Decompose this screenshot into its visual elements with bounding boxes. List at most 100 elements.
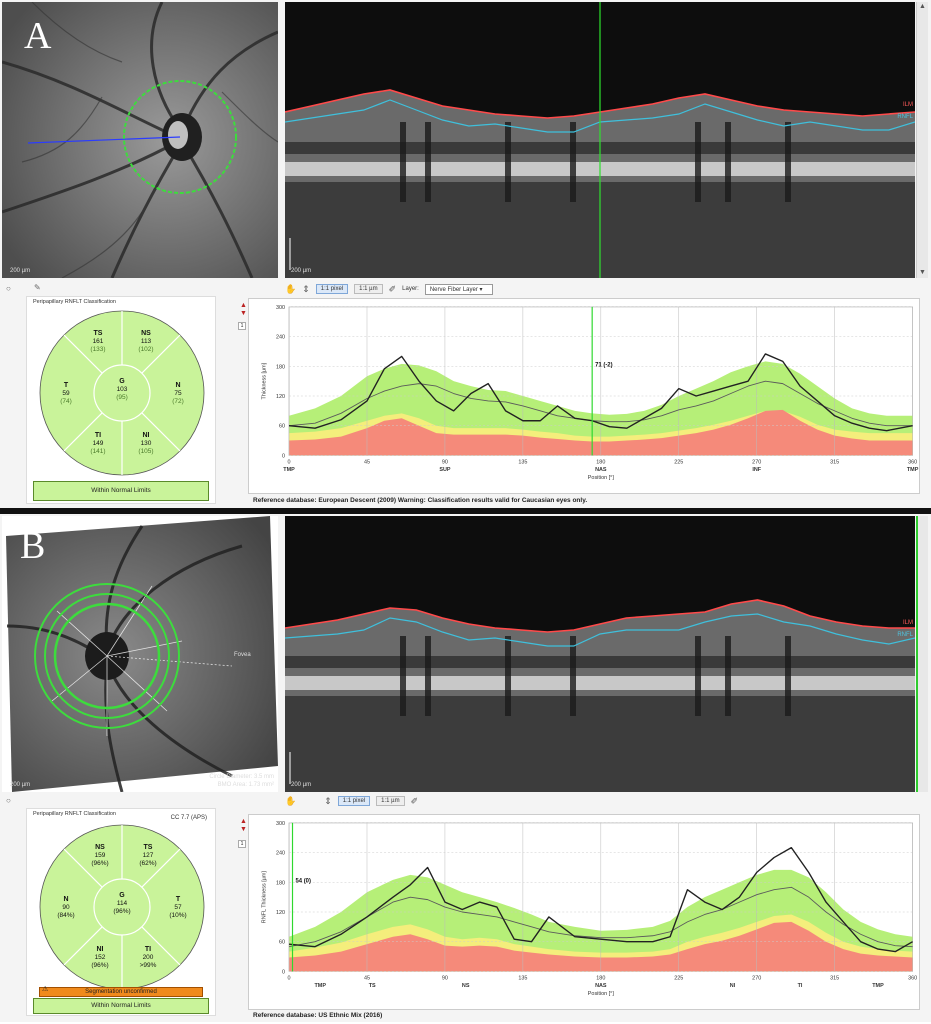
sector-n: N90(84%): [57, 896, 74, 919]
zoom-micron-button[interactable]: 1:1 µm: [354, 284, 383, 294]
sector-value: 103: [117, 386, 128, 393]
pen-icon[interactable]: ✐: [410, 795, 419, 806]
warning-icon: ⚠: [42, 986, 49, 993]
sector-normal: (105): [138, 448, 153, 455]
patient-thickness-line: [288, 353, 913, 432]
scroll-down-icon[interactable]: ▼: [919, 269, 926, 276]
x-tick-label: 315: [830, 975, 839, 981]
vessel-shadow: [570, 636, 576, 716]
sector-value: 114: [117, 900, 128, 907]
toolbar: ✋ ⇕ 1:1 pixel 1:1 µm ✐: [285, 794, 418, 808]
edit-icon[interactable]: ✎: [34, 283, 41, 292]
nav-arrows-icon[interactable]: ▲ ▼: [240, 818, 247, 833]
y-tick-label: 0: [282, 453, 285, 459]
sector-normal: (96%): [113, 908, 130, 915]
wheel-center: [93, 364, 151, 422]
zoom-micron-button[interactable]: 1:1 µm: [376, 796, 405, 806]
rnfl-label: RNFL: [897, 114, 913, 120]
reference-database: Reference database: US Ethnic Mix (2016): [253, 1012, 383, 1019]
radio-icon[interactable]: ○: [6, 796, 11, 805]
sector-label: N: [63, 896, 68, 903]
vessel-shadow: [695, 636, 701, 716]
sector-wheel: NS159(96%)TS127(62%)N90(84%)G114(96%)T57…: [39, 824, 205, 990]
bscan-scrollbar[interactable]: ▲ ▼: [916, 2, 928, 278]
sector-label: G: [119, 892, 125, 899]
x-axis-label: Position [°]: [588, 991, 615, 997]
sector-normal: >99%: [140, 962, 157, 969]
sector-t: T57(10%): [169, 896, 186, 919]
zoom-pixel-button[interactable]: 1:1 pixel: [315, 284, 349, 294]
sector-axis-label: NAS: [595, 983, 607, 989]
classification-title: Peripapillary RNFLT Classification: [33, 299, 116, 305]
vessel-shadow: [725, 636, 731, 716]
sector-value: 127: [143, 852, 154, 859]
wheel-divider: [63, 926, 103, 966]
sector-normal: (62%): [139, 860, 156, 867]
sector-axis-label: TMP: [872, 983, 884, 989]
wheel-divider: [63, 412, 103, 452]
sector-normal: (95): [116, 394, 128, 401]
x-tick-label: 90: [442, 459, 448, 465]
sector-normal: (96%): [91, 860, 108, 867]
bmo-area-label: BMO Area: 1.73 mm²: [217, 782, 274, 788]
rpe-band: [285, 676, 915, 690]
nav-arrows-icon[interactable]: ▲ ▼: [240, 302, 247, 317]
wheel-divider: [63, 334, 103, 374]
sector-axis-label: TMP: [283, 467, 295, 473]
y-tick-label: 0: [282, 969, 285, 975]
fundus-drawing: [6, 516, 278, 792]
rnfl-chart-svg: 0 45 90 135 180 225 270 315 360 0 60 120 180 240 300 TM…: [261, 821, 917, 997]
page-indicator[interactable]: 1: [238, 840, 246, 848]
sector-value: 57: [174, 904, 182, 911]
sector-value: 59: [62, 390, 70, 397]
wheel-divider: [63, 848, 103, 888]
zoom-pixel-button[interactable]: 1:1 pixel: [337, 796, 371, 806]
sector-normal: (10%): [169, 912, 186, 919]
layer-select[interactable]: Nerve Fiber Layer ▾: [424, 283, 493, 295]
scroll-up-icon[interactable]: ▲: [919, 3, 926, 10]
segmentation-warning: ⚠ Segmentation unconfirmed: [39, 986, 203, 997]
sector-value: 161: [93, 338, 104, 345]
layer-label: Layer:: [402, 286, 419, 292]
wheel-divider: [141, 926, 181, 966]
patient-thickness-line: [288, 846, 913, 953]
x-tick-label: 315: [830, 459, 839, 465]
bscan-image[interactable]: 200 µm ILM RNFL: [285, 2, 915, 278]
fundus-image[interactable]: B Fovea 200 µm Circle Diameter: 3.5 mm B…: [2, 516, 278, 792]
resize-icon[interactable]: ⇕: [302, 283, 310, 294]
layer-select-value: Nerve Fiber Layer: [429, 286, 478, 293]
sector-label: N: [175, 382, 180, 389]
fundus-image[interactable]: A 200 µm: [2, 2, 278, 278]
y-tick-label: 240: [276, 851, 285, 857]
classification-title: Peripapillary RNFLT Classification: [33, 811, 116, 817]
x-tick-label: 360: [908, 459, 917, 465]
classification-panel: Peripapillary RNFLT Classification CC 7.…: [26, 808, 216, 1016]
hand-icon[interactable]: ✋: [285, 283, 297, 294]
resize-icon[interactable]: ⇕: [324, 795, 332, 806]
y-tick-label: 300: [276, 305, 285, 311]
sector-normal: (102): [138, 346, 153, 353]
bscan-image[interactable]: 200 µm ILM RNFL: [285, 516, 915, 792]
cc-label: CC 7.7 (APS): [170, 815, 207, 821]
rnfl-boundary: [285, 613, 915, 647]
pen-icon[interactable]: ✐: [388, 283, 397, 294]
ilm-boundary: [285, 599, 915, 633]
x-axis-label: Position [°]: [588, 475, 615, 481]
bscan-scrollbar[interactable]: [916, 516, 928, 792]
hand-icon[interactable]: ✋: [285, 795, 297, 806]
vessel-shadow: [785, 122, 791, 202]
ilm-label: ILM: [902, 102, 913, 108]
fundus-drawing: [2, 2, 278, 278]
cursor-value-label: 54 (0): [295, 878, 310, 884]
fundus-scale-label: 200 µm: [10, 782, 31, 788]
sector-value: 113: [141, 338, 152, 345]
circle-diameter-label: Circle Diameter: 3.5 mm: [209, 774, 274, 780]
y-axis-label: Thickness [µm]: [261, 362, 267, 399]
page-indicator[interactable]: 1: [238, 322, 246, 330]
radio-icon[interactable]: ○: [6, 284, 11, 293]
sector-axis-label: TI: [798, 983, 803, 989]
